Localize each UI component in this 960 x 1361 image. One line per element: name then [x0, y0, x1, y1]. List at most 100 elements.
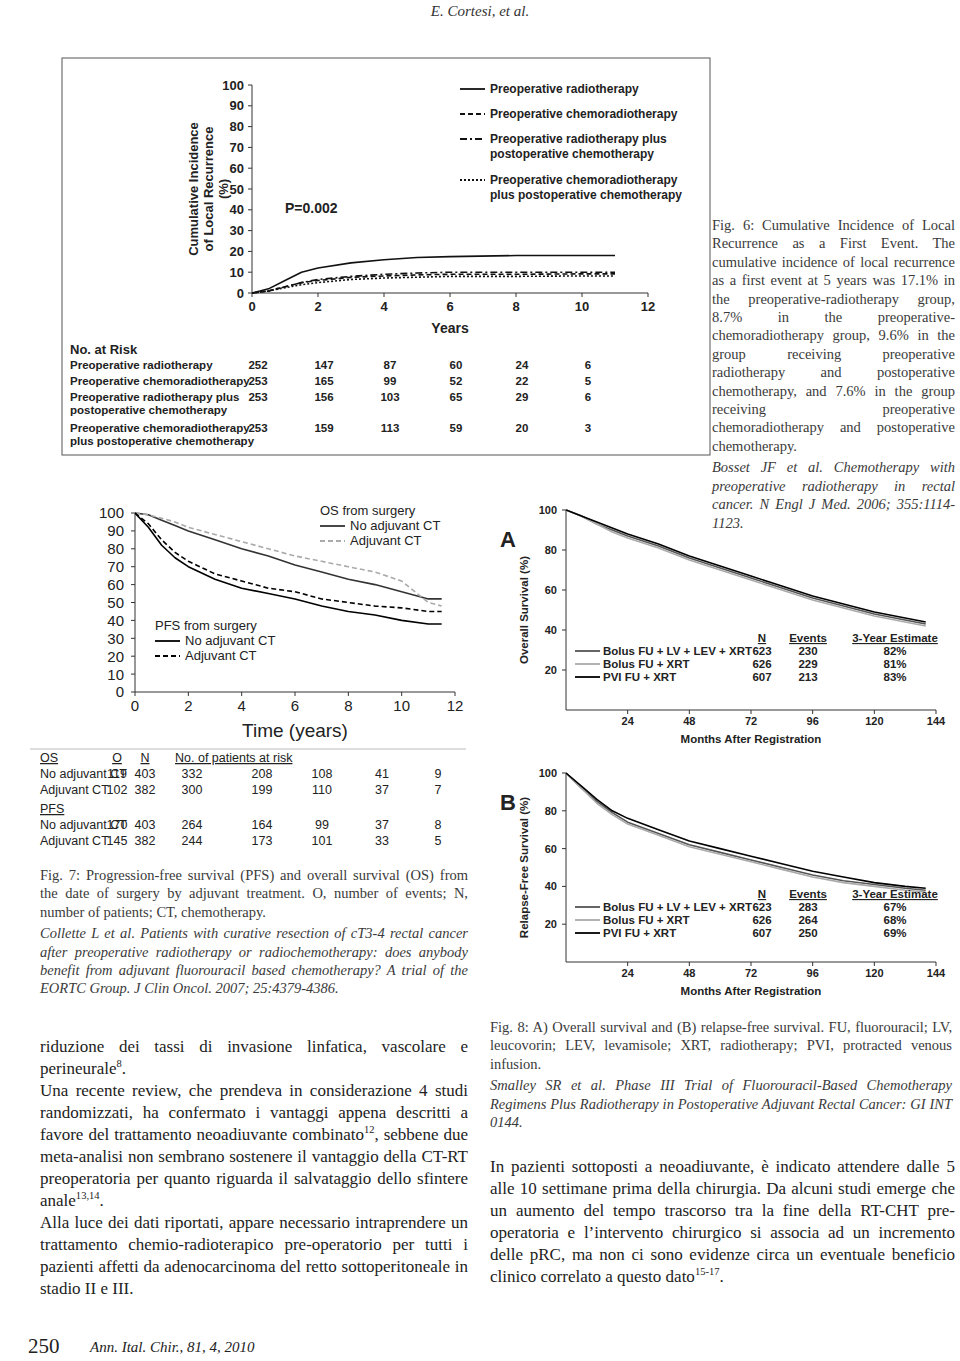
y-tick-label: 40 [545, 624, 557, 636]
legend-swatch [575, 676, 600, 678]
y-tick [248, 105, 252, 106]
x-tick [812, 962, 813, 966]
panel-label: B [500, 790, 516, 815]
risk-count: 52 [450, 375, 463, 387]
y-tick-label: 100 [539, 504, 557, 516]
x-tick [401, 692, 402, 696]
y-axis-title: Cumulative Incidenceof Local Recurrence(… [186, 122, 231, 256]
risk-count: 60 [450, 359, 463, 371]
y-tick [562, 670, 566, 671]
text-line: postoperative chemotherapy [70, 404, 228, 416]
legend-label: PVI FU + XRT [603, 671, 676, 683]
x-tick [241, 692, 242, 696]
y-tick [131, 692, 135, 693]
legend-swatch [155, 640, 180, 642]
risk-row-label: Adjuvant CT [40, 783, 109, 797]
x-axis-title: Time (years) [242, 720, 348, 741]
text-line: Preoperative radiotherapy plus [70, 391, 239, 403]
x-tick-label: 4 [237, 697, 245, 714]
x-tick-label: 120 [865, 967, 883, 979]
figure-caption: Fig. 7: Progression-free survival (PFS) … [40, 866, 468, 998]
x-tick-label: 96 [807, 715, 819, 727]
risk-count: 173 [252, 834, 273, 848]
y-tick-label: 50 [107, 594, 124, 611]
y-tick [248, 209, 252, 210]
paragraph: Alla luce dei dati riportati, appare nec… [40, 1212, 468, 1300]
series-line [135, 513, 442, 611]
plot-lines [566, 510, 926, 626]
risk-count: 59 [450, 422, 463, 434]
figure-frame [62, 58, 710, 455]
legend-events: 250 [798, 927, 817, 939]
y-tick [562, 550, 566, 551]
series-line [566, 773, 926, 890]
risk-count: 37 [375, 818, 389, 832]
risk-count: 6 [585, 359, 591, 371]
legend-estimate: 81% [883, 658, 906, 670]
risk-count: 22 [516, 375, 529, 387]
legend-swatch [575, 932, 600, 934]
x-tick-label: 10 [393, 697, 410, 714]
y-tick [248, 85, 252, 86]
text-run: In pazienti sottoposti a neoadiuvante, è… [490, 1157, 955, 1286]
legend-estimate: 83% [883, 671, 906, 683]
series-line [135, 513, 442, 624]
text-line: Preoperative radiotherapy [490, 82, 639, 96]
text-layer: E. Cortesi, et al.Fig. 6: Cumulative Inc… [0, 0, 960, 1361]
y-tick [562, 510, 566, 511]
paragraph: Una recente review, che prendeva in cons… [40, 1080, 468, 1212]
risk-count: 29 [516, 391, 529, 403]
y-tick-label: 100 [99, 504, 124, 521]
y-tick [248, 168, 252, 169]
x-tick-label: 8 [344, 697, 352, 714]
risk-count: 208 [252, 767, 273, 781]
risk-col-header: O [112, 751, 122, 765]
legend-swatch [155, 655, 180, 657]
citation: 13,14 [76, 1190, 100, 1201]
y-tick [562, 630, 566, 631]
plot-lines [135, 513, 442, 606]
plot-lines [252, 256, 615, 293]
legend-label: Bolus FU + LV + LEV + XRT [603, 645, 752, 657]
x-tick [874, 710, 875, 714]
text-line: plus postoperative chemotherapy [70, 435, 255, 447]
legend-col-header: 3-Year Estimate [852, 888, 938, 900]
legend-label: PVI FU + XRT [603, 927, 676, 939]
risk-count: 87 [384, 359, 397, 371]
legend-swatch [320, 525, 345, 527]
risk-count: 99 [384, 375, 397, 387]
risk-events: 102 [107, 783, 128, 797]
x-tick [812, 710, 813, 714]
risk-row-label: Preoperative chemoradiotherapyplus posto… [70, 422, 255, 447]
risk-row-label: Preoperative chemoradiotherapy [70, 375, 250, 387]
y-tick [248, 272, 252, 273]
running-header: E. Cortesi, et al. [0, 3, 960, 20]
risk-count: 253 [248, 422, 267, 434]
text-line: Cumulative Incidence [186, 122, 201, 256]
text-run: riduzione dei tassi di invasione linfati… [40, 1037, 468, 1078]
legend-events: 264 [798, 914, 818, 926]
x-tick-label: 12 [641, 299, 655, 314]
y-tick-label: 90 [230, 98, 244, 113]
risk-col-header: No. of patients at risk [175, 751, 293, 765]
legend-swatch [460, 88, 485, 90]
x-tick-label: 0 [131, 697, 139, 714]
x-tick-label: 72 [745, 715, 757, 727]
x-tick [384, 293, 385, 297]
y-tick [131, 638, 135, 639]
text-run: . [100, 1191, 104, 1210]
y-tick-label: 10 [230, 265, 244, 280]
y-tick [131, 584, 135, 585]
y-tick-label: 100 [222, 78, 244, 93]
text-line: Preoperative radiotherapy [70, 359, 213, 371]
y-tick-label: 30 [230, 223, 244, 238]
risk-section-title: OS [40, 751, 58, 765]
risk-events: 145 [107, 834, 128, 848]
y-tick-label: 90 [107, 522, 124, 539]
y-tick-label: 80 [545, 544, 557, 556]
legend-swatch [460, 138, 485, 140]
legend-n: 626 [752, 914, 771, 926]
text-line: Preoperative chemoradiotherapy [70, 375, 250, 387]
x-tick [689, 710, 690, 714]
x-tick [689, 962, 690, 966]
